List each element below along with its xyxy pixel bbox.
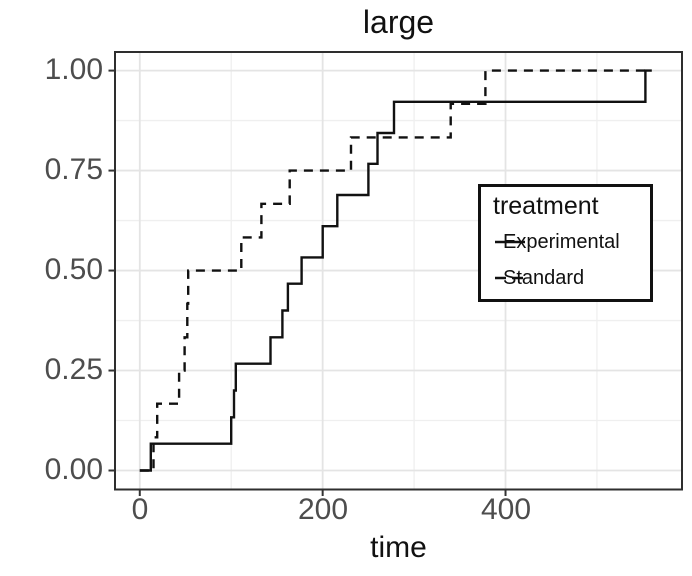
legend: treatment Experimental Standard xyxy=(478,184,653,302)
legend-item-label: Experimental xyxy=(503,230,620,253)
legend-item: Standard xyxy=(493,261,584,295)
legend-item-label: Standard xyxy=(503,266,585,289)
survival-curves xyxy=(139,69,652,472)
y-axis-tick-label: 0.25 xyxy=(44,353,103,386)
solid-line-swatch-icon xyxy=(495,240,525,244)
y-axis-tick-label: 0.50 xyxy=(44,253,103,286)
dashed-line-swatch-icon xyxy=(495,276,525,280)
y-axis-tick-label: 1.00 xyxy=(44,53,103,86)
legend-item: Experimental xyxy=(493,225,620,259)
gridlines-minor xyxy=(115,52,682,490)
y-axis-tick-label: 0.00 xyxy=(44,453,103,486)
legend-title: treatment xyxy=(493,192,599,220)
x-axis-title: time xyxy=(370,531,427,564)
axis-tick-marks xyxy=(108,69,507,496)
x-axis-tick-label: 400 xyxy=(480,493,532,526)
x-axis-tick-label: 0 xyxy=(131,493,149,526)
plot-title: large xyxy=(362,4,435,40)
x-axis-tick-label: 200 xyxy=(297,493,349,526)
y-axis-tick-label: 0.75 xyxy=(44,153,103,186)
